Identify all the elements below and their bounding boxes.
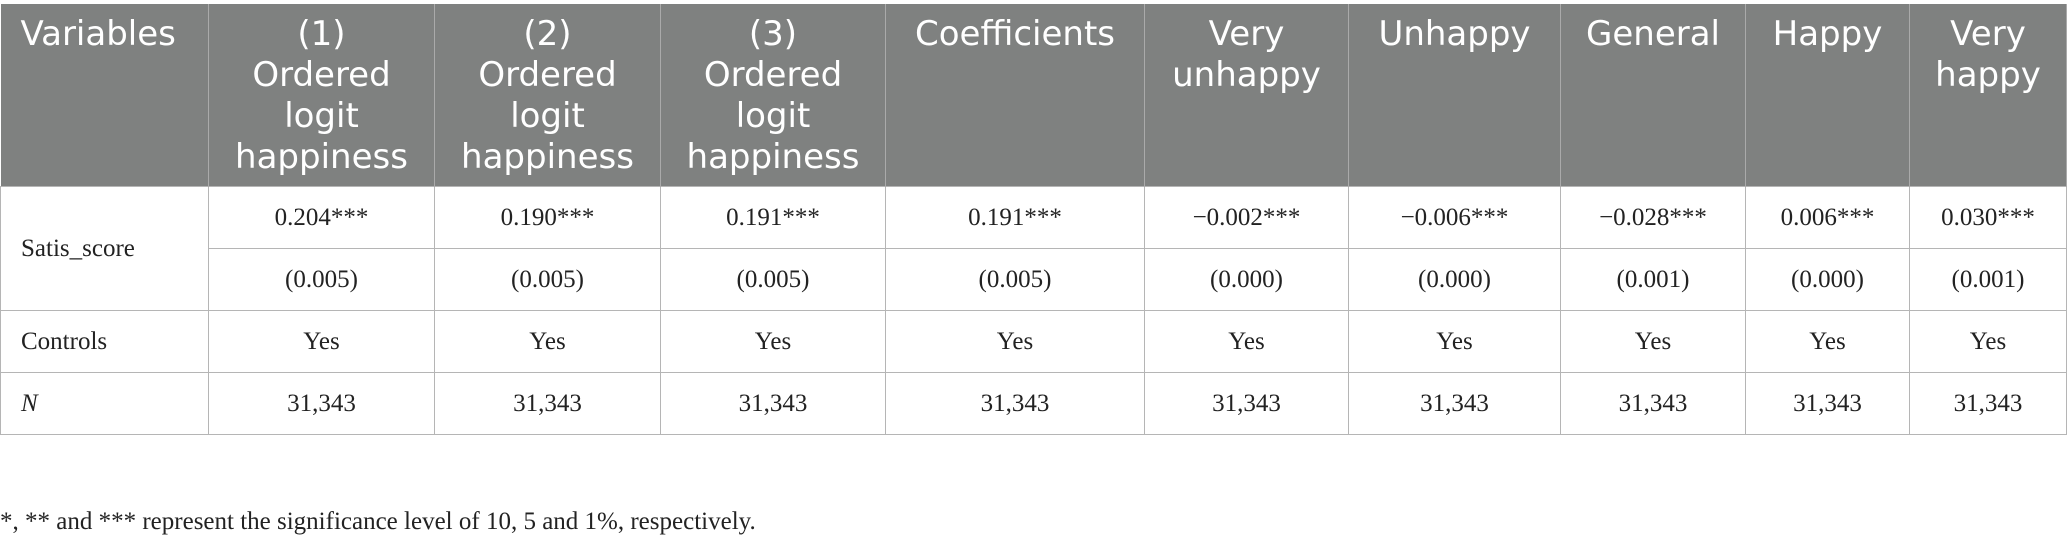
value-cell: Yes <box>208 310 435 373</box>
value-cell: 0.204*** <box>208 186 435 249</box>
value-cell: Yes <box>1560 310 1746 373</box>
header-cell: Coefficients <box>885 4 1145 187</box>
header-cell: Very happy <box>1909 4 2067 187</box>
value-cell: 31,343 <box>1745 372 1910 435</box>
se-cell: (0.001) <box>1909 248 2067 311</box>
header-cell: Very unhappy <box>1144 4 1349 187</box>
se-cell: (0.005) <box>434 248 661 311</box>
value-cell: −0.002*** <box>1144 186 1349 249</box>
se-cell: (0.005) <box>208 248 435 311</box>
se-cell: (0.005) <box>660 248 886 311</box>
header-cell: (3) Ordered logit happiness <box>660 4 886 187</box>
value-cell: 31,343 <box>1560 372 1746 435</box>
results-table: Variables (1) Ordered logit happiness (2) … <box>0 4 2067 435</box>
value-cell: 31,343 <box>1348 372 1561 435</box>
value-cell: 0.191*** <box>660 186 886 249</box>
header-cell: Happy <box>1745 4 1910 187</box>
table-row: Satis_score 0.204*** 0.190*** 0.191*** 0.191… <box>0 186 2067 311</box>
se-cell: (0.000) <box>1745 248 1910 311</box>
value-cell: Yes <box>1144 310 1349 373</box>
value-cell: 31,343 <box>885 372 1145 435</box>
value-cell: −0.006*** <box>1348 186 1561 249</box>
value-cell: 0.030*** <box>1909 186 2067 249</box>
table-row: N 31,343 31,343 31,343 31,343 31,343 31,343 31,… <box>0 372 2067 435</box>
header-row: Variables (1) Ordered logit happiness (2) … <box>0 4 2067 187</box>
header-cell: Variables <box>0 4 209 187</box>
table-row: (0.005) (0.005) (0.005) (0.005) (0.000) (0.00… <box>1 248 2067 311</box>
footnote: *, ** and *** represent the significance… <box>0 508 756 535</box>
se-cell: (0.000) <box>1348 248 1561 311</box>
value-cell: Yes <box>660 310 886 373</box>
row-label: Controls <box>0 310 209 373</box>
row-label: N <box>0 372 209 435</box>
value-cell: 31,343 <box>660 372 886 435</box>
table-body: Satis_score 0.204*** 0.190*** 0.191*** 0.191… <box>0 186 2067 435</box>
value-cell: Yes <box>1909 310 2067 373</box>
value-cell: 31,343 <box>1144 372 1349 435</box>
se-cell: (0.005) <box>885 248 1145 311</box>
se-cell: (0.001) <box>1560 248 1746 311</box>
value-cell: Yes <box>1745 310 1910 373</box>
value-cell: 0.190*** <box>434 186 661 249</box>
row-label: Satis_score <box>0 186 209 311</box>
header-cell: Unhappy <box>1348 4 1561 187</box>
value-cell: −0.028*** <box>1560 186 1746 249</box>
value-cell: 0.191*** <box>885 186 1145 249</box>
header-cell: General <box>1560 4 1746 187</box>
value-cell: 31,343 <box>208 372 435 435</box>
header-cell: (2) Ordered logit happiness <box>434 4 661 187</box>
value-cell: Yes <box>1348 310 1561 373</box>
se-cell: (0.000) <box>1144 248 1349 311</box>
table-row: Controls Yes Yes Yes Yes Yes Yes Yes Yes Yes <box>0 310 2067 373</box>
value-cell: Yes <box>885 310 1145 373</box>
value-cell: 31,343 <box>434 372 661 435</box>
value-cell: Yes <box>434 310 661 373</box>
value-cell: 0.006*** <box>1745 186 1910 249</box>
value-cell: 31,343 <box>1909 372 2067 435</box>
header-cell: (1) Ordered logit happiness <box>208 4 435 187</box>
